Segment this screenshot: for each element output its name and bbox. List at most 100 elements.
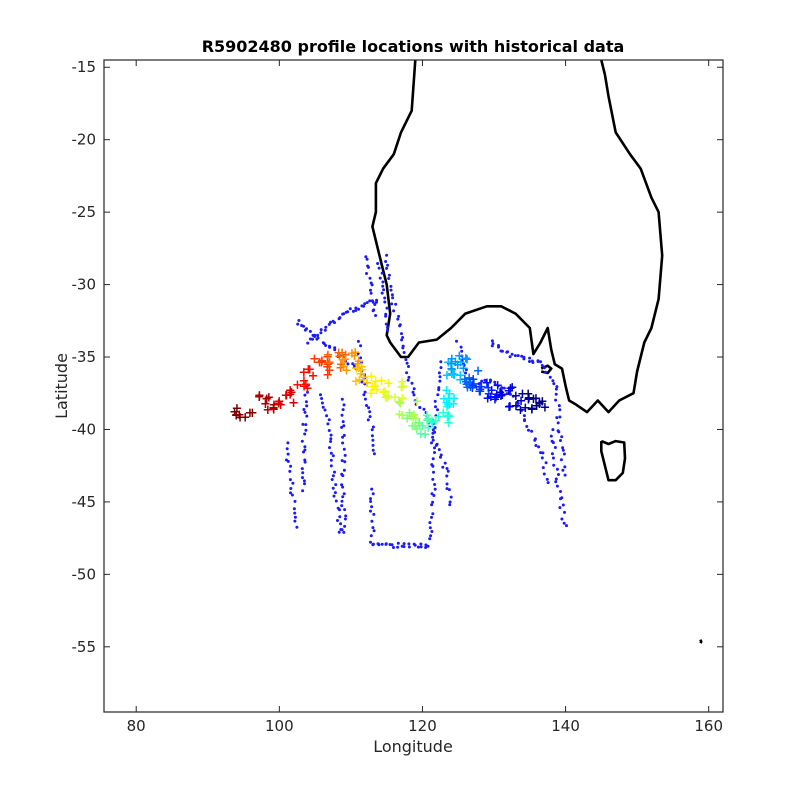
historical-point — [544, 461, 548, 465]
historical-point — [439, 455, 442, 459]
coastline-australia — [371, 60, 664, 414]
historical-point — [522, 414, 526, 418]
historical-point — [407, 375, 411, 379]
historical-point — [386, 263, 390, 267]
historical-point — [430, 530, 434, 533]
plot-frame — [103, 59, 724, 713]
float-profile-marker: + — [281, 388, 292, 403]
float-profile-marker: + — [511, 399, 522, 414]
historical-point — [365, 301, 369, 305]
historical-point — [367, 265, 370, 269]
historical-point — [412, 387, 416, 391]
historical-point — [369, 288, 372, 292]
historical-point — [371, 448, 375, 452]
historical-point — [528, 360, 531, 363]
historical-point — [370, 505, 374, 509]
historical-point — [365, 272, 368, 275]
float-profile-marker: + — [427, 415, 438, 430]
historical-point — [551, 428, 555, 432]
float-profile-marker: + — [356, 363, 367, 378]
historical-point — [343, 517, 347, 521]
float-profile-marker: + — [411, 422, 422, 437]
historical-point — [443, 461, 447, 465]
historical-point — [370, 299, 374, 303]
historical-point — [371, 492, 375, 496]
historical-point — [427, 421, 431, 425]
historical-point — [410, 381, 414, 385]
historical-point — [438, 379, 442, 383]
historical-point — [333, 491, 337, 495]
historical-point — [338, 508, 341, 512]
float-profile-marker: + — [229, 405, 240, 420]
y-tick-label: -15 — [72, 58, 97, 76]
float-profile-marker: + — [380, 390, 391, 405]
float-profile-marker: + — [517, 387, 528, 402]
historical-point — [359, 372, 363, 376]
float-profile-marker: + — [467, 381, 478, 396]
historical-point — [416, 545, 420, 549]
historical-point — [372, 452, 376, 456]
historical-point — [344, 310, 348, 314]
historical-point — [397, 314, 401, 318]
historical-point — [537, 445, 541, 449]
historical-point — [363, 302, 367, 306]
historical-point — [357, 307, 361, 311]
float-profile-marker: + — [483, 387, 494, 402]
historical-point — [300, 467, 304, 471]
historical-data-layer — [285, 253, 568, 549]
historical-point — [402, 351, 406, 354]
historical-point — [400, 332, 403, 336]
historical-point — [376, 262, 380, 265]
historical-point — [419, 542, 423, 546]
historical-point — [369, 291, 373, 295]
historical-point — [384, 542, 388, 546]
historical-point — [428, 425, 432, 429]
historical-point — [381, 284, 385, 288]
historical-point — [411, 390, 415, 394]
float-profile-marker: + — [455, 373, 466, 388]
historical-point — [323, 328, 327, 332]
float-profile-marker: + — [452, 358, 463, 373]
float-profile-marker: + — [322, 368, 333, 383]
historical-point — [516, 354, 520, 358]
historical-point — [437, 448, 441, 452]
historical-point — [344, 514, 348, 518]
historical-point — [424, 411, 428, 414]
historical-point — [319, 331, 323, 335]
historical-point — [321, 405, 325, 409]
float-profile-marker: + — [262, 403, 273, 418]
historical-point — [288, 478, 292, 482]
historical-point — [431, 419, 435, 422]
historical-point — [363, 390, 367, 394]
historical-point — [306, 341, 310, 345]
historical-point — [359, 344, 363, 348]
float-profile-marker: + — [486, 384, 497, 399]
historical-point — [370, 434, 374, 438]
historical-point — [343, 355, 347, 359]
float-profile-marker: + — [468, 372, 479, 387]
historical-point — [434, 414, 438, 418]
historical-point — [445, 474, 449, 478]
float-profile-marker: + — [298, 366, 309, 381]
historical-point — [432, 470, 435, 474]
historical-point — [346, 362, 350, 366]
historical-point — [304, 400, 308, 404]
historical-point — [331, 454, 335, 458]
historical-point — [319, 393, 322, 397]
historical-point — [352, 363, 356, 367]
historical-point — [288, 469, 292, 473]
historical-point — [316, 336, 320, 340]
float-profile-marker: + — [537, 395, 548, 410]
historical-point — [354, 367, 358, 371]
historical-point — [437, 371, 441, 375]
historical-point — [342, 530, 346, 534]
float-profile-marker: + — [449, 368, 460, 383]
float-profile-marker: + — [285, 388, 296, 403]
float-profile-marker: + — [336, 358, 347, 373]
historical-point — [290, 493, 294, 497]
float-profile-marker: + — [441, 369, 452, 384]
coastline-tasmania — [599, 439, 627, 482]
historical-point — [340, 397, 344, 401]
y-tick-label: -25 — [72, 203, 97, 221]
historical-point — [369, 540, 372, 544]
